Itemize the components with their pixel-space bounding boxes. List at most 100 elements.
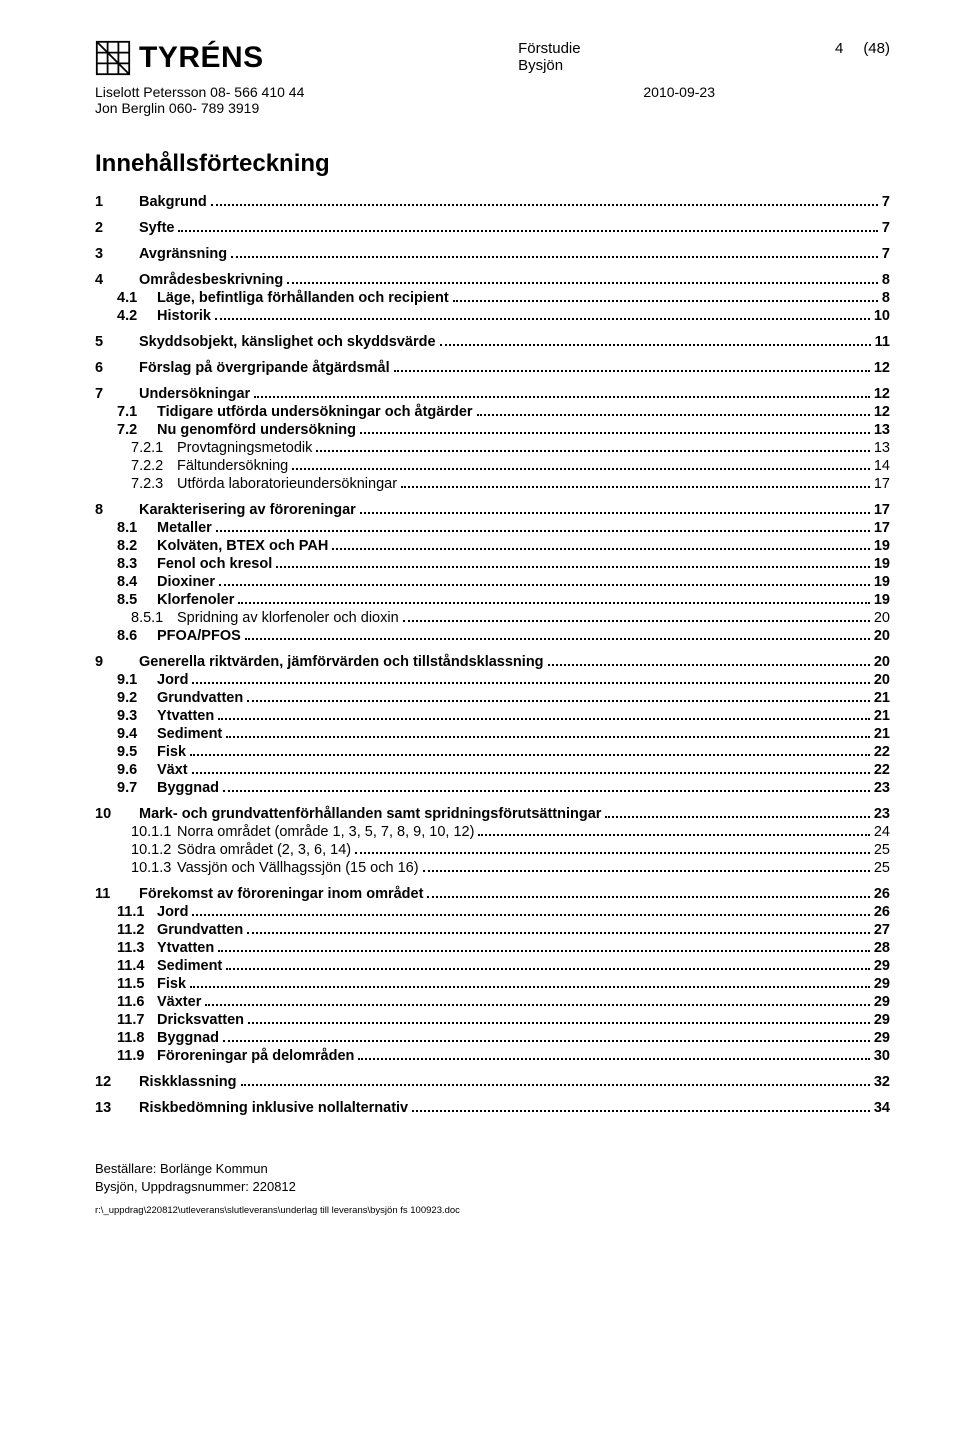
toc-entry-page: 23 (874, 780, 890, 796)
toc-entry-label: Skyddsobjekt, känslighet och skyddsvärde (139, 334, 436, 350)
toc-entry: 11.1Jord26 (95, 904, 890, 920)
toc-entry-number: 9.1 (95, 672, 157, 688)
toc-entry-number: 8.5 (95, 592, 157, 608)
toc-entry-number: 8.4 (95, 574, 157, 590)
page-header: TYRÉNS Förstudie Bysjön 4 (48) (95, 40, 890, 76)
toc-entry: 10.1.1Norra området (område 1, 3, 5, 7, … (95, 824, 890, 840)
toc-entry-number: 6 (95, 360, 139, 376)
toc-entry-number: 11.5 (95, 976, 157, 992)
toc-entry-page: 11 (875, 334, 890, 350)
toc-leader-dots (223, 790, 870, 792)
toc-entry-page: 17 (874, 476, 890, 492)
toc-leader-dots (190, 986, 870, 988)
toc-leader-dots (248, 1022, 870, 1024)
toc-entry-page: 8 (882, 290, 890, 306)
toc-entry-label: Generella riktvärden, jämförvärden och t… (139, 654, 544, 670)
toc-entry: 7.2.3Utförda laboratorieundersökningar17 (95, 476, 890, 492)
toc-entry-label: Dricksvatten (157, 1012, 244, 1028)
toc-entry-number: 11.9 (95, 1048, 157, 1064)
toc-leader-dots (316, 450, 869, 452)
toc-entry: 11.9Föroreningar på delområden30 (95, 1048, 890, 1064)
toc-entry: 9.5Fisk22 (95, 744, 890, 760)
toc-entry-page: 29 (874, 994, 890, 1010)
toc-entry: 4.1Läge, befintliga förhållanden och rec… (95, 290, 890, 306)
toc-entry-page: 19 (874, 574, 890, 590)
toc-entry-page: 13 (874, 422, 890, 438)
toc-entry-label: Provtagningsmetodik (177, 440, 312, 456)
toc-leader-dots (238, 602, 870, 604)
page-current: 4 (835, 40, 843, 57)
toc-entry-label: Karakterisering av föroreningar (139, 502, 356, 518)
toc-entry-number: 8 (95, 502, 139, 518)
toc-entry: 11.6Växter29 (95, 994, 890, 1010)
toc-entry-page: 7 (882, 246, 890, 262)
toc-entry-page: 32 (874, 1074, 890, 1090)
toc-entry-page: 23 (874, 806, 890, 822)
toc-entry-label: Växt (157, 762, 188, 778)
toc-leader-dots (477, 414, 870, 416)
toc-entry-number: 8.5.1 (95, 610, 177, 626)
toc-entry: 10.1.2Södra området (2, 3, 6, 14)25 (95, 842, 890, 858)
toc-entry-number: 9.5 (95, 744, 157, 760)
toc-leader-dots (355, 852, 870, 854)
toc-entry-label: Bakgrund (139, 194, 207, 210)
toc-leader-dots (247, 932, 870, 934)
toc-entry-page: 12 (874, 360, 890, 376)
toc-entry-number: 9.7 (95, 780, 157, 796)
toc-entry-label: Jord (157, 672, 188, 688)
toc-entry-label: Syfte (139, 220, 174, 236)
toc-entry-label: Växter (157, 994, 201, 1010)
toc-entry: 11.3Ytvatten28 (95, 940, 890, 956)
toc-entry: 9.4Sediment21 (95, 726, 890, 742)
toc-entry-number: 8.6 (95, 628, 157, 644)
toc-leader-dots (218, 950, 870, 952)
toc-leader-dots (360, 512, 870, 514)
toc-entry-label: Läge, befintliga förhållanden och recipi… (157, 290, 449, 306)
toc-entry-number: 10 (95, 806, 139, 822)
toc-entry: 4Områdesbeskrivning8 (95, 272, 890, 288)
toc-entry-page: 34 (874, 1100, 890, 1116)
toc-leader-dots (215, 318, 870, 320)
toc-entry-number: 10.1.2 (95, 842, 177, 858)
toc-entry-number: 9.3 (95, 708, 157, 724)
toc-leader-dots (292, 468, 870, 470)
toc-entry-label: Förekomst av föroreningar inom området (139, 886, 423, 902)
toc-leader-dots (226, 736, 870, 738)
toc-entry: 2Syfte7 (95, 220, 890, 236)
toc-entry: 9.1Jord20 (95, 672, 890, 688)
toc-leader-dots (211, 204, 878, 206)
toc-entry-number: 10.1.3 (95, 860, 177, 876)
toc-entry-page: 28 (874, 940, 890, 956)
toc-entry-number: 11.7 (95, 1012, 157, 1028)
toc-entry-number: 8.1 (95, 520, 157, 536)
toc-entry-page: 20 (874, 654, 890, 670)
toc-leader-dots (287, 282, 878, 284)
toc-entry-label: Föroreningar på delområden (157, 1048, 354, 1064)
toc-leader-dots (192, 682, 869, 684)
toc-entry-page: 10 (874, 308, 890, 324)
toc-leader-dots (360, 432, 870, 434)
toc-entry-page: 20 (874, 628, 890, 644)
toc-entry-label: Historik (157, 308, 211, 324)
toc-entry-label: Dioxiner (157, 574, 215, 590)
toc-entry-label: Södra området (2, 3, 6, 14) (177, 842, 351, 858)
toc-leader-dots (192, 914, 869, 916)
toc-entry-page: 29 (874, 1012, 890, 1028)
toc-entry-number: 10.1.1 (95, 824, 177, 840)
toc-entry-label: Nu genomförd undersökning (157, 422, 356, 438)
toc-entry-number: 1 (95, 194, 139, 210)
toc-entry-page: 7 (882, 194, 890, 210)
page-total: (48) (863, 40, 890, 57)
toc-leader-dots (247, 700, 870, 702)
toc-entry-number: 9.2 (95, 690, 157, 706)
toc-entry: 12Riskklassning32 (95, 1074, 890, 1090)
toc-entry-page: 24 (874, 824, 890, 840)
toc-entry: 10.1.3Vassjön och Vällhagssjön (15 och 1… (95, 860, 890, 876)
toc-entry-number: 3 (95, 246, 139, 262)
toc-entry-page: 7 (882, 220, 890, 236)
toc-leader-dots (231, 256, 878, 258)
toc-entry: 8.4Dioxiner 19 (95, 574, 890, 590)
toc-entry-label: PFOA/PFOS (157, 628, 241, 644)
tyrens-logo-icon (95, 40, 131, 76)
toc-entry-label: Riskklassning (139, 1074, 237, 1090)
